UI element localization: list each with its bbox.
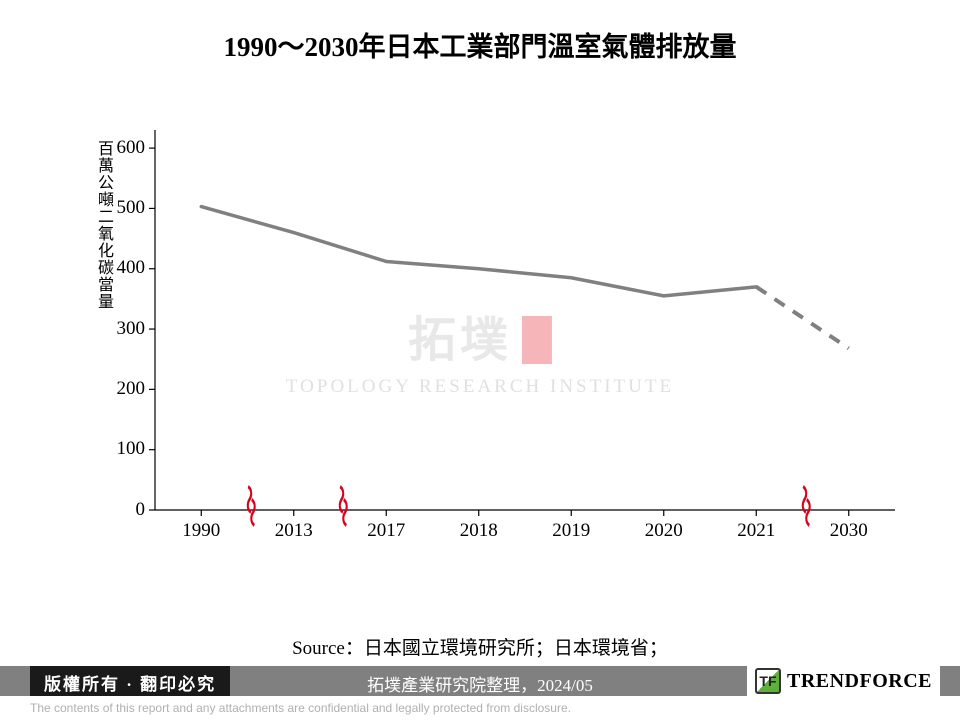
disclaimer: The contents of this report and any atta… <box>30 701 571 715</box>
y-tick-label: 0 <box>100 499 145 521</box>
x-tick-label: 2020 <box>645 520 683 542</box>
y-tick-label: 300 <box>100 318 145 340</box>
y-tick-label: 400 <box>100 257 145 279</box>
y-tick-label: 200 <box>100 378 145 400</box>
y-axis-label: 百萬公噸二氧化碳當量 <box>95 140 115 310</box>
trendforce-logo: TF TRENDFORCE <box>747 664 940 698</box>
x-tick-label: 2017 <box>367 520 405 542</box>
footer: 拓墣產業研究院整理，2024/05 版權所有 · 翻印必究 TF TRENDFO… <box>0 666 960 696</box>
source-text: Source：日本國立環境研究所；日本環境省； <box>0 633 960 660</box>
x-tick-label: 2019 <box>552 520 590 542</box>
y-tick-label: 500 <box>100 197 145 219</box>
x-tick-label: 1990 <box>182 520 220 542</box>
chart-title: 1990～2030年日本工業部門溫室氣體排放量 <box>0 25 960 64</box>
x-tick-label: 2030 <box>830 520 868 542</box>
x-tick-label: 2021 <box>737 520 775 542</box>
logo-text: TRENDFORCE <box>787 670 932 693</box>
y-tick-label: 600 <box>100 137 145 159</box>
copyright-badge: 版權所有 · 翻印必究 <box>30 666 230 696</box>
y-tick-label: 100 <box>100 438 145 460</box>
logo-icon: TF <box>755 668 781 694</box>
x-tick-label: 2018 <box>460 520 498 542</box>
source-line1: Source：日本國立環境研究所；日本環境省； <box>0 633 960 660</box>
x-tick-label: 2013 <box>275 520 313 542</box>
line-chart <box>155 130 895 510</box>
